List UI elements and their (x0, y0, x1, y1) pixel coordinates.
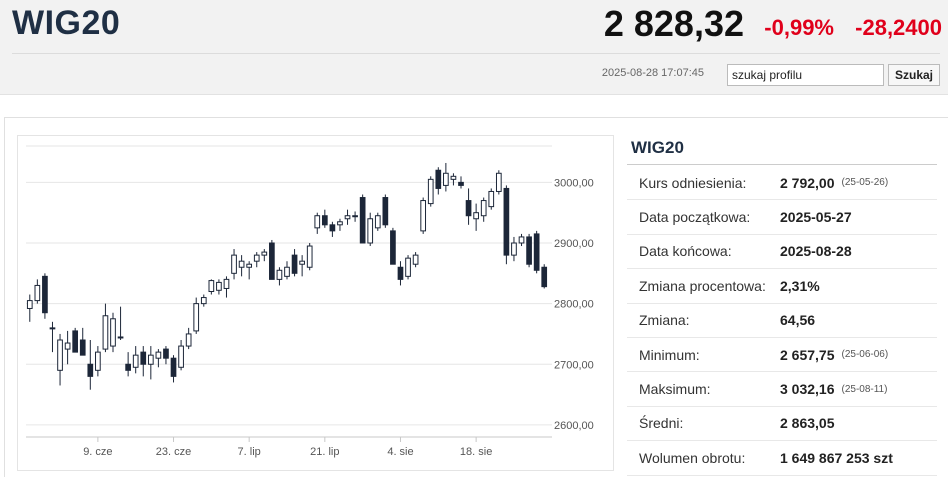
stats-value: 3 032,16 (780, 381, 835, 398)
index-price: 2 828,32 (603, 3, 744, 44)
stats-row: Data końcowa: 2025-08-28 (627, 235, 937, 270)
stats-value: 2025-05-27 (780, 209, 852, 226)
change-percent: -0,99% (764, 15, 834, 40)
page-title: WIG20 (12, 4, 121, 42)
stats-date: (25-06-06) (841, 349, 889, 361)
change-absolute: -28,2400 (855, 15, 942, 40)
stats-row: Wolumen obrotu: 1 649 867 253 szt (627, 441, 937, 476)
stats-row: Kurs odniesienia: 2 792,00 (25-05-26) (627, 166, 937, 201)
stats-row: Data początkowa: 2025-05-27 (627, 200, 937, 235)
stats-value: 2 863,05 (780, 415, 835, 432)
search-button[interactable]: Szukaj (888, 64, 940, 86)
chart-frame (17, 135, 614, 471)
quote-timestamp: 2025-08-28 17:07:45 (601, 67, 704, 79)
stats-row: Zmiana procentowa: 2,31% (627, 269, 937, 304)
stats-row: Minimum: 2 657,75 (25-06-06) (627, 338, 937, 373)
stats-label: Maksimum: (639, 381, 711, 398)
stats-value: 2 792,00 (780, 174, 835, 191)
stats-label: Kurs odniesienia: (639, 174, 747, 191)
stats-label: Data początkowa: (639, 209, 751, 226)
stats-label: Zmiana: (639, 312, 690, 329)
stats-row: Maksimum: 3 032,16 (25-08-11) (627, 372, 937, 407)
stats-label: Minimum: (639, 346, 700, 363)
stats-value: 1 649 867 253 szt (780, 449, 893, 466)
stats-value: 64,56 (780, 312, 816, 329)
stats-label: Data końcowa: (639, 243, 732, 260)
stats-date: (25-08-11) (841, 383, 888, 395)
header-bar: WIG20 2 828,32 -0,99% -28,2400 2025-08-2… (0, 0, 948, 95)
stats-label: Zmiana procentowa: (639, 277, 766, 294)
content-panel (4, 117, 948, 477)
profile-search-input[interactable] (727, 64, 884, 86)
stats-table: Kurs odniesienia: 2 792,00 (25-05-26) Data … (627, 166, 937, 476)
stats-value: 2 657,75 (780, 346, 835, 363)
stats-label: Średni: (639, 415, 684, 432)
stats-label: Wolumen obrotu: (639, 449, 746, 466)
stats-title: WIG20 (631, 138, 684, 157)
stats-row: Zmiana: 64,56 (627, 304, 937, 338)
stats-divider (627, 164, 937, 165)
stats-value: 2,31% (780, 277, 820, 294)
stats-value: 2025-08-28 (780, 243, 852, 260)
header-divider (12, 53, 940, 54)
stats-row: Średni: 2 863,05 (627, 407, 937, 442)
stats-date: (25-05-26) (841, 177, 889, 189)
